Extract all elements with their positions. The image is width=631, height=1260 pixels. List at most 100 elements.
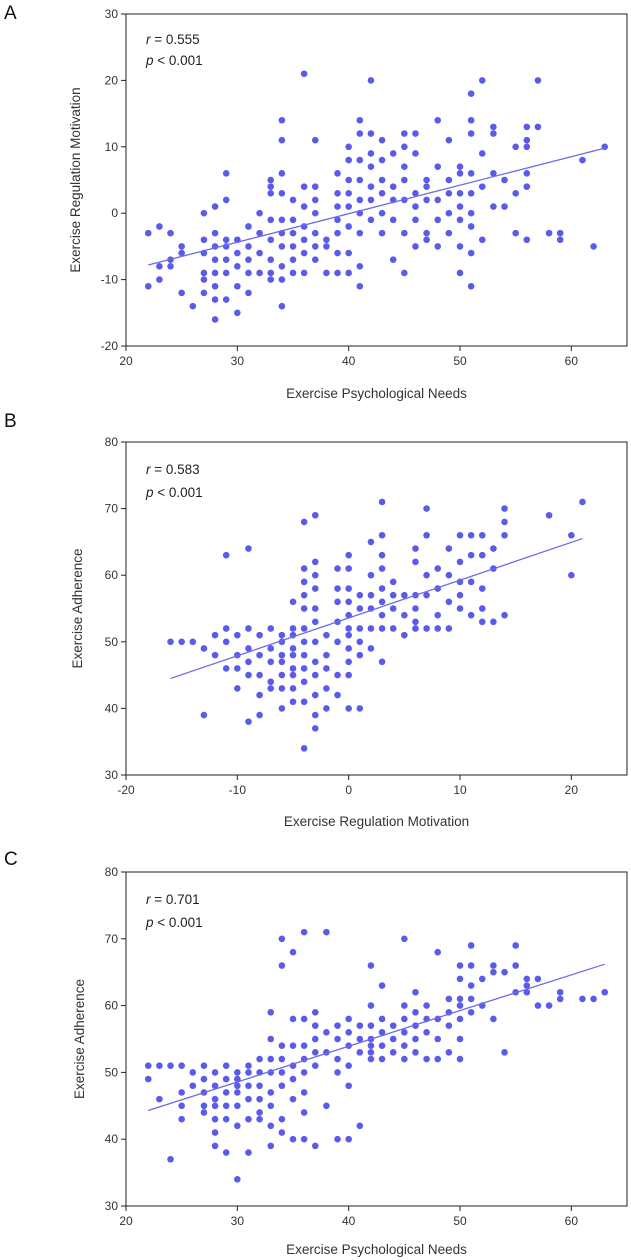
data-point (445, 229, 453, 237)
data-point (367, 1055, 375, 1063)
data-point (345, 203, 352, 210)
data-point (289, 1015, 297, 1023)
data-point (579, 498, 586, 506)
data-point (334, 216, 341, 224)
data-point (501, 1049, 508, 1056)
data-point (423, 176, 430, 184)
data-point (289, 196, 297, 204)
data-point (389, 1049, 397, 1056)
data-point (200, 1102, 208, 1110)
data-point (467, 611, 475, 619)
panel-letter: A (4, 3, 17, 24)
data-point (211, 1142, 219, 1150)
data-point (245, 243, 252, 250)
data-point (356, 651, 364, 659)
data-point (200, 289, 208, 297)
data-point (278, 631, 286, 639)
data-point (467, 982, 475, 989)
data-point (534, 123, 542, 131)
data-point (401, 611, 408, 619)
data-point (178, 1115, 185, 1123)
panel-b: B 30 40 50 60 70 80 -20 -10 0 10 20 Exercise Regulat… (0, 410, 631, 840)
plot-frame (125, 871, 628, 1207)
data-point (401, 163, 408, 171)
data-point (334, 585, 341, 592)
data-point (445, 189, 453, 197)
data-point (289, 229, 297, 237)
data-point (278, 116, 286, 124)
data-point (467, 551, 475, 559)
data-point (367, 183, 375, 190)
data-point (378, 531, 386, 539)
data-point (378, 498, 386, 506)
data-point (323, 269, 330, 277)
plot-frame (125, 441, 628, 776)
data-point (267, 1142, 275, 1150)
data-point (245, 269, 252, 277)
data-point (300, 203, 308, 210)
data-point (222, 170, 230, 177)
data-point (590, 243, 597, 250)
x-tick-label: 30 (231, 1214, 245, 1228)
data-point (334, 691, 341, 699)
data-point (267, 1055, 275, 1063)
data-point (200, 711, 208, 719)
data-point (211, 1069, 219, 1076)
data-point (412, 545, 419, 552)
data-point (167, 229, 174, 237)
regression-line (148, 147, 605, 266)
data-point (278, 685, 286, 692)
x-tick-label: 0 (345, 783, 352, 797)
data-point (445, 136, 453, 144)
data-point (345, 223, 352, 230)
data-point (334, 565, 341, 572)
data-point (334, 189, 341, 197)
data-point (556, 236, 564, 244)
data-point (289, 243, 297, 250)
scatter-chart-a: A -20 -10 0 10 20 30 20 30 40 50 60 Exercise Psychol… (4, 3, 628, 401)
data-point (456, 605, 464, 612)
data-point (289, 1042, 297, 1049)
data-point (456, 1015, 464, 1023)
data-point (356, 116, 364, 124)
data-point (222, 1075, 230, 1083)
data-point (378, 1042, 386, 1049)
data-point (300, 518, 308, 526)
data-point (445, 625, 453, 632)
data-point (512, 942, 519, 949)
data-point (256, 1082, 263, 1090)
data-point (300, 1069, 308, 1076)
y-tick-label: 40 (105, 1132, 119, 1146)
data-point (378, 229, 386, 237)
data-point (278, 302, 286, 310)
data-point (311, 585, 319, 592)
data-point (300, 591, 308, 599)
data-point (367, 1002, 375, 1009)
data-point (434, 565, 442, 572)
x-tick-label: 20 (565, 783, 579, 797)
data-point (311, 136, 319, 144)
data-point (467, 209, 475, 217)
data-point (401, 1029, 408, 1036)
data-point (234, 631, 241, 639)
data-point (256, 209, 263, 217)
data-point (356, 130, 364, 137)
data-point (311, 671, 319, 679)
data-point (501, 505, 508, 512)
data-point (467, 170, 475, 177)
data-point (356, 638, 364, 646)
data-point (545, 511, 553, 519)
data-point (345, 645, 352, 652)
data-point (311, 511, 319, 519)
data-point (467, 282, 475, 290)
data-point (579, 156, 586, 164)
y-tick-label: 60 (105, 999, 119, 1013)
data-point (378, 598, 386, 606)
data-point (423, 1029, 430, 1036)
data-point (256, 1055, 263, 1063)
data-point (167, 638, 174, 646)
data-point (267, 236, 275, 244)
stat-p-value: < 0.001 (154, 53, 203, 68)
data-point (178, 1102, 185, 1110)
